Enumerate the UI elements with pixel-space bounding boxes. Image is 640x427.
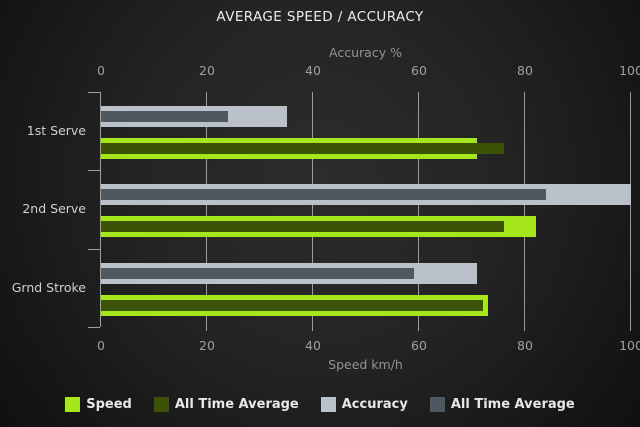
y-axis-spine bbox=[100, 92, 101, 327]
bar-accuracy-all-time-average[interactable] bbox=[101, 111, 229, 122]
bar-accuracy-all-time-average[interactable] bbox=[101, 189, 547, 201]
gridline-60 bbox=[418, 92, 419, 331]
legend-swatch-icon bbox=[320, 397, 336, 412]
legend-item-accuracy[interactable]: Accuracy bbox=[320, 397, 408, 412]
bar-speed-all-time-average[interactable] bbox=[101, 299, 483, 311]
bottom-tick-60: 60 bbox=[411, 338, 427, 353]
bottom-axis-title: Speed km/h bbox=[328, 357, 403, 372]
legend-item-all-time-average[interactable]: All Time Average bbox=[429, 397, 575, 412]
legend-item-speed[interactable]: Speed bbox=[65, 397, 132, 412]
legend-item-label: Accuracy bbox=[341, 397, 408, 412]
legend-item-label: All Time Average bbox=[450, 397, 575, 412]
bottom-tick-100: 100 bbox=[619, 338, 640, 353]
legend: Speed All Time Average Accuracy All Time Av… bbox=[0, 397, 640, 412]
legend-swatch-icon bbox=[429, 397, 445, 412]
category-label-1st-serve: 1st Serve bbox=[26, 123, 86, 138]
bar-speed-all-time-average[interactable] bbox=[101, 143, 504, 154]
top-tick-60: 60 bbox=[411, 63, 427, 78]
bar-accuracy-all-time-average[interactable] bbox=[101, 267, 414, 279]
category-tick bbox=[88, 327, 100, 328]
top-tick-0: 0 bbox=[97, 63, 105, 78]
legend-swatch-icon bbox=[65, 397, 81, 412]
category-tick bbox=[88, 92, 100, 93]
category-tick bbox=[88, 170, 100, 171]
bottom-tick-40: 40 bbox=[305, 338, 321, 353]
category-label-grnd-stroke: Grnd Stroke bbox=[11, 280, 86, 295]
gridline-20 bbox=[206, 92, 207, 331]
gridline-40 bbox=[312, 92, 313, 331]
bottom-tick-80: 80 bbox=[517, 338, 533, 353]
top-axis-title: Accuracy % bbox=[329, 45, 402, 60]
gridline-100 bbox=[630, 92, 631, 331]
bar-speed-all-time-average[interactable] bbox=[101, 221, 504, 233]
top-tick-100: 100 bbox=[619, 63, 640, 78]
gridline-80 bbox=[524, 92, 525, 331]
legend-item-label: Speed bbox=[86, 397, 132, 412]
category-label-2nd-serve: 2nd Serve bbox=[22, 201, 86, 216]
bottom-tick-0: 0 bbox=[97, 338, 105, 353]
legend-item-label: All Time Average bbox=[174, 397, 299, 412]
chart-title: AVERAGE SPEED / ACCURACY bbox=[216, 9, 424, 25]
top-tick-80: 80 bbox=[517, 63, 533, 78]
top-tick-40: 40 bbox=[305, 63, 321, 78]
top-tick-20: 20 bbox=[199, 63, 215, 78]
bottom-tick-20: 20 bbox=[199, 338, 215, 353]
legend-swatch-icon bbox=[153, 397, 169, 412]
category-tick bbox=[88, 249, 100, 250]
legend-item-all-time-average[interactable]: All Time Average bbox=[153, 397, 299, 412]
